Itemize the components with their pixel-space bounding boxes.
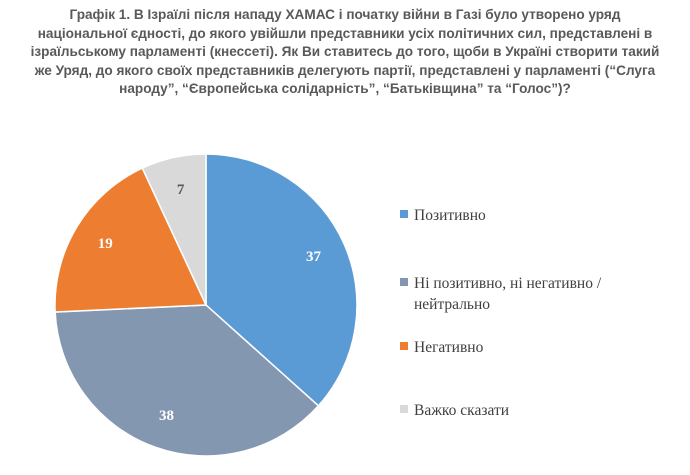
legend-item-negative: Негативно bbox=[400, 337, 483, 358]
slice-label-positive: 37 bbox=[306, 249, 322, 265]
legend-item-positive: Позитивно bbox=[400, 205, 486, 226]
slice-label-hard-to-say: 7 bbox=[177, 182, 185, 198]
legend-swatch-positive bbox=[400, 210, 408, 218]
title-line-3: ізраїльському парламенті (кнессеті). Як … bbox=[30, 44, 660, 59]
legend-label-hard-to-say: Важко сказати bbox=[414, 402, 510, 419]
title-line-5: народу”, “Європейська солідарність”, “Ба… bbox=[119, 81, 571, 96]
legend-swatch-negative bbox=[400, 342, 408, 350]
legend-swatch-neutral bbox=[400, 278, 408, 286]
legend-swatch-hard-to-say bbox=[400, 405, 408, 413]
legend-item-hard-to-say: Важко сказати bbox=[400, 400, 509, 421]
pie-slice-neutral bbox=[54, 304, 320, 457]
title-line-2: національної єдності, до якого увійшли п… bbox=[37, 25, 653, 41]
legend-label-neutral: Ні позитивно, ні негативно / нейтрально bbox=[414, 275, 602, 313]
title-line-4: же Уряд, до якого своїх представників де… bbox=[34, 62, 656, 78]
slice-label-neutral: 38 bbox=[159, 408, 174, 424]
legend-item-neutral: Ні позитивно, ні негативно / нейтрально bbox=[400, 273, 601, 315]
pie-slices bbox=[54, 153, 358, 457]
pie-slice-hard-to-say bbox=[141, 153, 207, 306]
pie-slice-positive bbox=[205, 153, 358, 407]
chart-title: Графік 1. В Ізраїлі після нападу ХАМАС і… bbox=[14, 6, 676, 99]
slice-label-negative: 19 bbox=[98, 236, 113, 252]
legend-label-negative: Негативно bbox=[414, 339, 484, 356]
pie-slice-labels: 37 38 19 7 bbox=[98, 182, 322, 424]
title-line-1: Графік 1. В Ізраїлі після нападу ХАМАС і… bbox=[69, 7, 621, 22]
pie-slice-negative bbox=[54, 167, 208, 313]
legend-label-positive: Позитивно bbox=[414, 207, 486, 224]
